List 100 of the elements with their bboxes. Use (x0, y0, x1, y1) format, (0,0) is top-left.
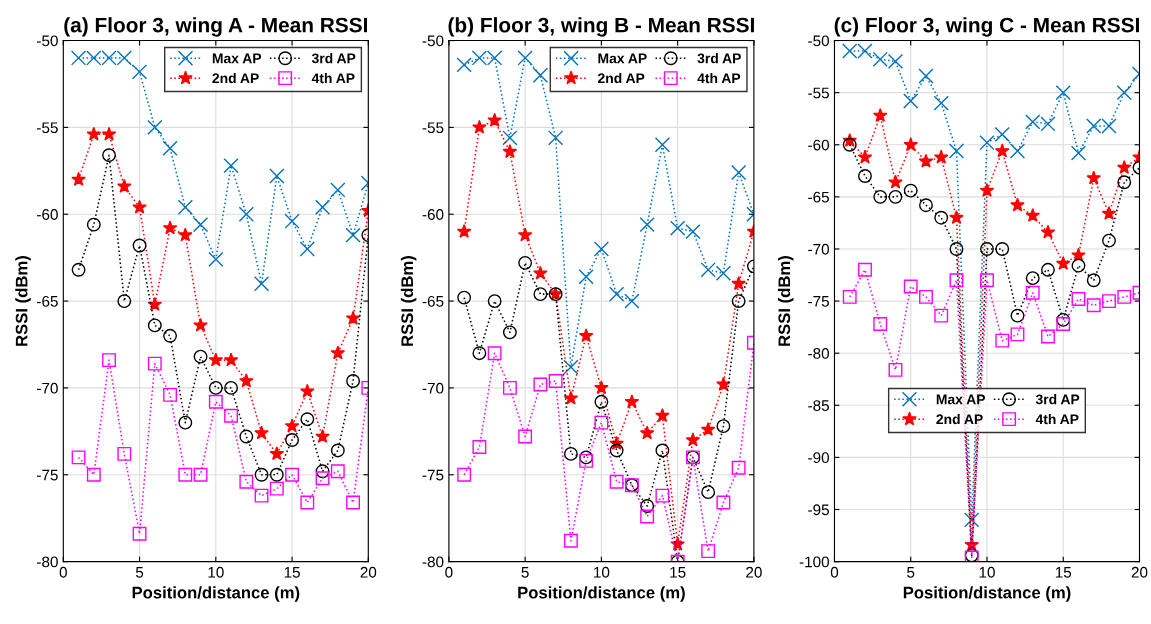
point (716, 376, 731, 391)
point (163, 328, 178, 343)
point (1117, 289, 1132, 304)
point (949, 242, 964, 256)
point (873, 189, 888, 204)
point (132, 526, 147, 541)
point (1055, 255, 1071, 270)
point (102, 148, 117, 163)
point (315, 428, 330, 443)
y-tick-label: -50 (422, 35, 444, 47)
point (670, 220, 686, 236)
point (487, 346, 502, 361)
point (1010, 327, 1025, 342)
point (518, 429, 533, 444)
point (315, 464, 330, 479)
point (178, 415, 193, 430)
point (964, 512, 980, 528)
point (716, 495, 731, 510)
point (330, 443, 345, 458)
point (842, 137, 857, 152)
point (1116, 85, 1132, 101)
point (177, 199, 193, 215)
point (995, 333, 1010, 348)
point (624, 293, 640, 309)
legend-label: 4th AP (311, 72, 355, 84)
point (903, 183, 918, 198)
point (117, 294, 132, 309)
y-tick-label: -55 (808, 87, 829, 99)
point (994, 143, 1010, 158)
point (1071, 292, 1086, 306)
point (700, 421, 716, 436)
point (1056, 312, 1071, 327)
point (163, 387, 178, 402)
point (701, 485, 716, 500)
x-axis-title: Position/distance (m) (132, 586, 300, 602)
point (1025, 207, 1041, 222)
point (517, 50, 533, 66)
point (224, 380, 239, 395)
y-tick-label: -65 (37, 295, 58, 307)
point (502, 380, 517, 395)
point (253, 276, 270, 292)
point (208, 352, 224, 367)
y-axis-title: RSSI (dBm) (400, 256, 417, 346)
point (285, 467, 300, 482)
x-tick-label: 20 (746, 566, 762, 578)
point (518, 255, 533, 270)
point (1009, 143, 1026, 159)
point (254, 425, 269, 440)
point (300, 412, 315, 427)
point (131, 64, 148, 80)
x-tick-label: 5 (521, 567, 529, 578)
point (86, 126, 102, 141)
point (685, 432, 701, 447)
point (903, 137, 919, 152)
legend-label: 4th AP (1035, 413, 1079, 425)
point (918, 68, 934, 84)
y-tick-label: -50 (808, 35, 830, 47)
point (994, 126, 1010, 142)
point (654, 137, 671, 153)
point (502, 144, 518, 159)
point (315, 471, 330, 486)
point (208, 394, 223, 409)
point (254, 467, 269, 482)
point (716, 419, 731, 434)
point (1041, 262, 1055, 277)
y-tick-label: -75 (422, 469, 444, 481)
legend-label: 3rd AP (1035, 394, 1080, 405)
y-tick-label: -95 (808, 504, 829, 516)
y-tick-label: -75 (808, 296, 829, 307)
point (594, 394, 609, 409)
y-tick-label: -90 (808, 452, 830, 464)
legend-label: 2nd AP (212, 72, 259, 84)
point (919, 198, 933, 213)
point (345, 227, 361, 243)
point (284, 418, 300, 433)
point (162, 220, 178, 235)
point (919, 289, 933, 304)
point (655, 408, 670, 423)
point (162, 140, 178, 156)
point (903, 279, 918, 294)
point (517, 227, 533, 242)
point (300, 495, 315, 510)
point (132, 238, 147, 253)
point (284, 213, 300, 229)
point (888, 362, 903, 377)
point (456, 57, 472, 73)
point (1056, 317, 1071, 331)
point (949, 273, 964, 288)
point (533, 377, 548, 392)
point (640, 509, 655, 524)
point (640, 499, 655, 513)
chart-title: (b) Floor 3, wing B - Mean RSSI (448, 17, 754, 37)
point (238, 206, 254, 222)
point (208, 251, 224, 268)
point (858, 262, 872, 277)
point (1086, 273, 1101, 288)
point (858, 169, 872, 183)
y-tick-label: -60 (37, 209, 58, 220)
point (1101, 205, 1117, 220)
point (563, 446, 578, 461)
